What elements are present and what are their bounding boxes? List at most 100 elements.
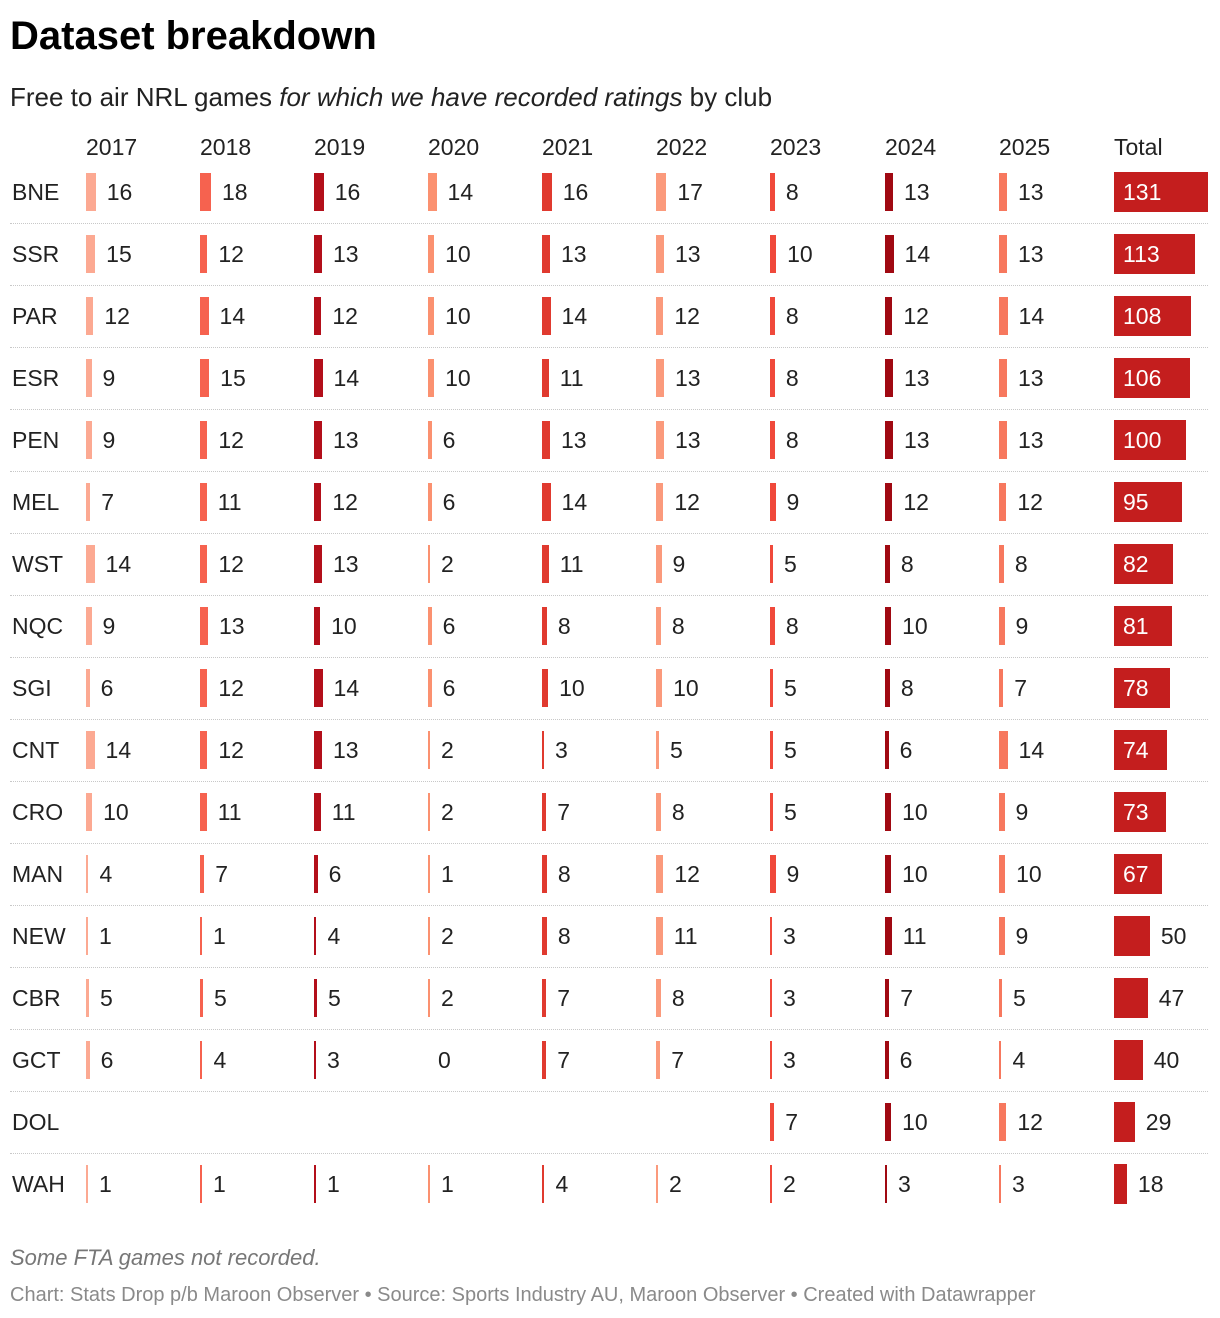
club-label-cbr: CBR <box>12 985 61 1011</box>
value-mel-2020: 6 <box>442 489 456 515</box>
total-value-par: 108 <box>1123 303 1162 329</box>
bar-mel-2023 <box>770 483 776 521</box>
value-cnt-2023: 5 <box>784 737 797 763</box>
bar-bne-2022 <box>656 173 667 211</box>
value-bne-2018: 18 <box>222 179 248 205</box>
row-separator <box>10 1091 1208 1092</box>
total-value-mel: 95 <box>1123 489 1149 515</box>
value-cro-2023: 5 <box>784 799 797 825</box>
bar-pen-2022 <box>656 421 664 459</box>
bar-par-2022 <box>656 297 664 335</box>
bar-par-2023 <box>770 297 775 335</box>
bar-wst-2019 <box>314 545 322 583</box>
value-nqc-2023: 8 <box>785 613 799 639</box>
bar-sgi-2021 <box>542 669 549 707</box>
bar-par-2025 <box>999 297 1008 335</box>
value-man-2017: 4 <box>99 861 113 887</box>
bar-cbr-2025 <box>999 979 1003 1017</box>
bar-bne-2018 <box>200 173 211 211</box>
bar-mel-2020 <box>428 483 432 521</box>
bar-gct-2024 <box>885 1041 889 1079</box>
bar-mel-2025 <box>999 483 1007 521</box>
bar-cro-2020 <box>428 793 430 831</box>
bar-cnt-2020 <box>428 731 430 769</box>
bar-wst-2018 <box>200 545 208 583</box>
bar-pen-2024 <box>885 421 893 459</box>
row-separator <box>10 843 1208 844</box>
bar-wst-2020 <box>428 545 430 583</box>
value-bne-2023: 8 <box>785 179 799 205</box>
club-label-esr: ESR <box>12 365 60 391</box>
bar-gct-2025 <box>999 1041 1002 1079</box>
bar-ssr-2021 <box>542 235 550 273</box>
chart-footer: Chart: Stats Drop p/b Maroon Observer • … <box>10 1284 1036 1306</box>
bar-cro-2024 <box>885 793 892 831</box>
value-esr-2024: 13 <box>903 365 930 391</box>
bar-sgi-2024 <box>885 669 890 707</box>
value-esr-2019: 14 <box>333 365 360 391</box>
bar-pen-2017 <box>86 421 92 459</box>
row-separator <box>10 285 1208 286</box>
bar-pen-2023 <box>770 421 775 459</box>
bar-dol-2025 <box>999 1103 1007 1141</box>
value-par-2022: 12 <box>674 303 700 329</box>
bar-wah-2023 <box>770 1165 772 1203</box>
value-gct-2021: 7 <box>557 1047 571 1073</box>
bar-nqc-2022 <box>656 607 661 645</box>
bar-cro-2023 <box>770 793 774 831</box>
chart-title: Dataset breakdown <box>10 14 377 58</box>
column-header-2025: 2025 <box>999 134 1051 160</box>
row-separator <box>10 223 1208 224</box>
bar-cbr-2017 <box>86 979 90 1017</box>
value-ssr-2018: 12 <box>218 241 244 267</box>
value-ssr-2024: 14 <box>904 241 931 267</box>
total-bar-pen <box>1114 420 1186 460</box>
value-nqc-2020: 6 <box>442 613 456 639</box>
bar-par-2019 <box>314 297 322 335</box>
value-wst-2025: 8 <box>1014 551 1028 577</box>
column-header-2017: 2017 <box>86 134 138 160</box>
value-cbr-2017: 5 <box>100 985 113 1011</box>
bar-pen-2020 <box>428 421 432 459</box>
bar-mel-2021 <box>542 483 551 521</box>
bar-gct-2021 <box>542 1041 547 1079</box>
value-sgi-2018: 12 <box>218 675 244 701</box>
bar-man-2025 <box>999 855 1006 893</box>
club-label-cro: CRO <box>12 799 64 825</box>
value-gct-2024: 6 <box>899 1047 913 1073</box>
value-man-2021: 8 <box>557 861 571 887</box>
bar-esr-2023 <box>770 359 775 397</box>
club-label-nqc: NQC <box>12 613 64 639</box>
bar-ssr-2022 <box>656 235 664 273</box>
value-pen-2024: 13 <box>903 427 930 453</box>
value-wah-2020: 1 <box>441 1171 454 1197</box>
row-separator <box>10 1029 1208 1030</box>
bar-ssr-2023 <box>770 235 777 273</box>
bar-cbr-2023 <box>770 979 772 1017</box>
value-nqc-2022: 8 <box>671 613 685 639</box>
bar-pen-2025 <box>999 421 1007 459</box>
value-gct-2023: 3 <box>783 1047 796 1073</box>
bar-sgi-2017 <box>86 669 90 707</box>
value-cbr-2024: 7 <box>900 985 914 1011</box>
value-man-2024: 10 <box>902 861 928 887</box>
bar-man-2024 <box>885 855 892 893</box>
bar-ssr-2025 <box>999 235 1007 273</box>
column-header-2018: 2018 <box>200 134 252 160</box>
value-new-2022: 11 <box>673 923 698 949</box>
bar-wst-2023 <box>770 545 774 583</box>
bar-pen-2019 <box>314 421 322 459</box>
club-label-ssr: SSR <box>12 241 60 267</box>
bar-new-2018 <box>200 917 202 955</box>
value-gct-2025: 4 <box>1012 1047 1026 1073</box>
value-par-2017: 12 <box>104 303 130 329</box>
value-wah-2018: 1 <box>213 1171 226 1197</box>
value-cnt-2024: 6 <box>899 737 913 763</box>
value-dol-2023: 7 <box>785 1109 799 1135</box>
bar-nqc-2025 <box>999 607 1005 645</box>
total-bar-cbr <box>1114 978 1148 1018</box>
value-par-2020: 10 <box>445 303 471 329</box>
value-cnt-2020: 2 <box>441 737 454 763</box>
value-pen-2017: 9 <box>102 427 116 453</box>
club-label-gct: GCT <box>12 1047 61 1073</box>
